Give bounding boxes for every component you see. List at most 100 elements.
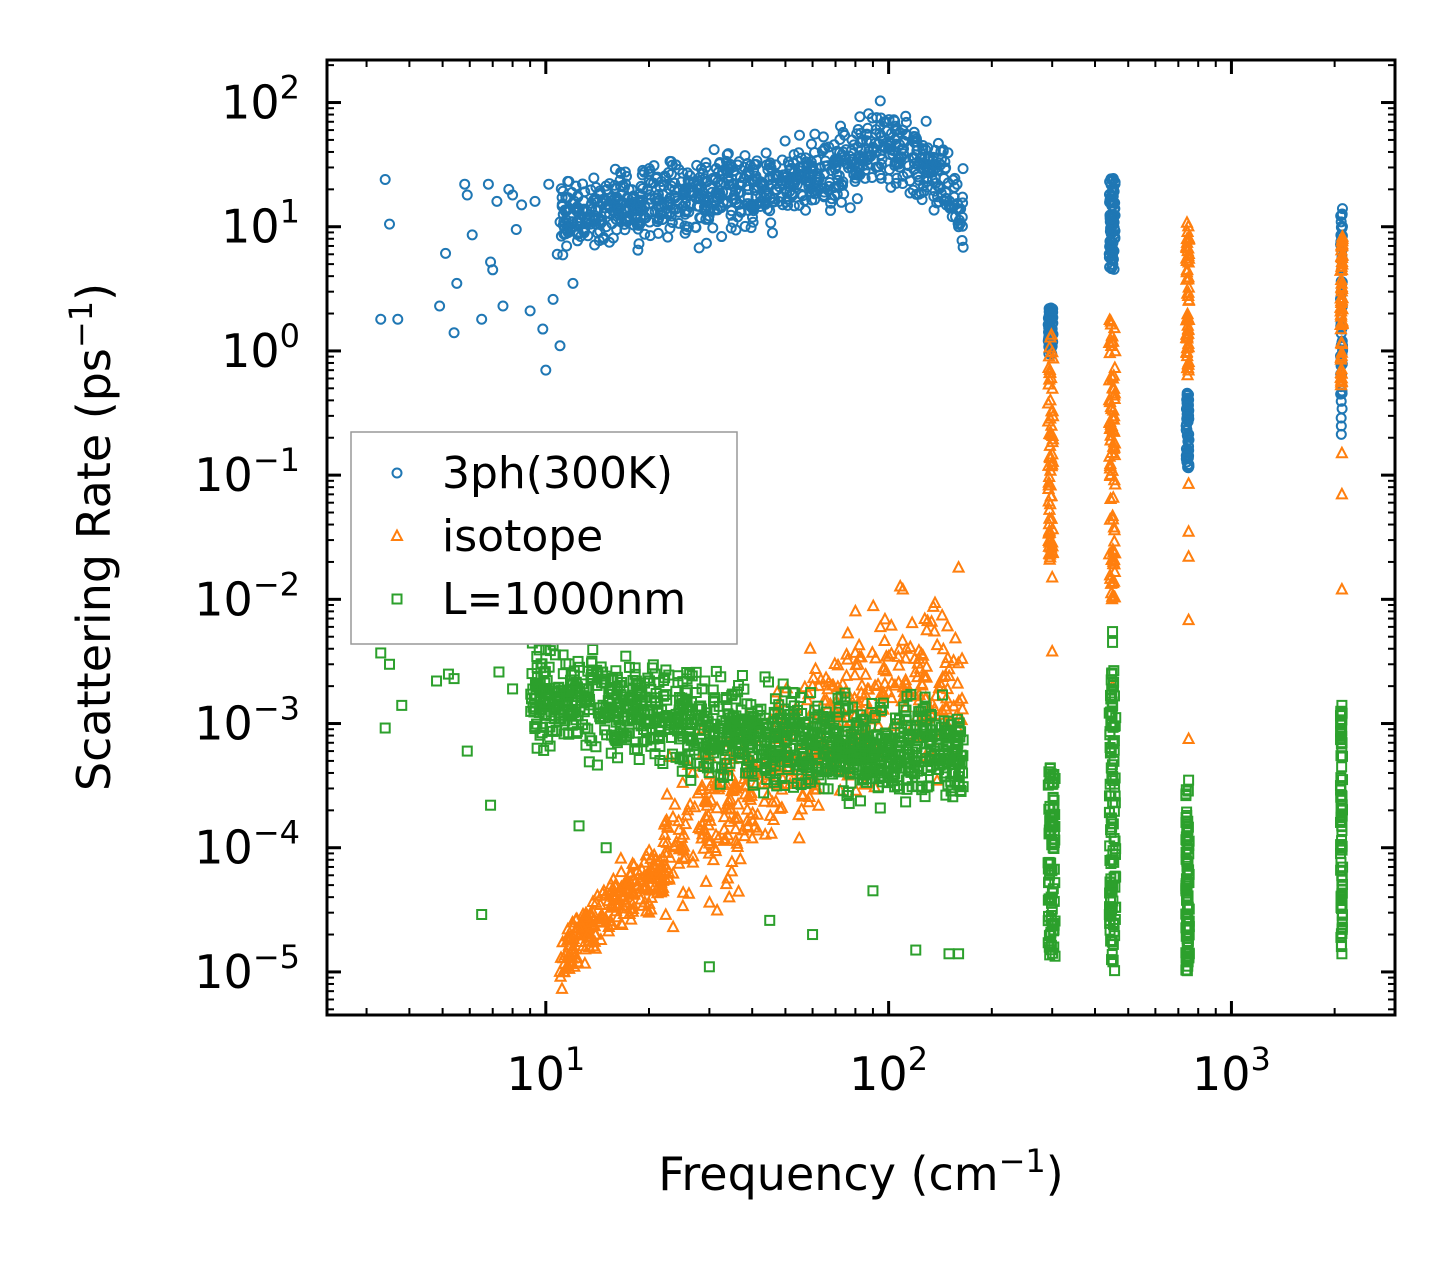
series-2-marker xyxy=(775,800,789,813)
series-2-marker xyxy=(1335,229,1350,242)
series-3-marker xyxy=(583,683,595,695)
series-3-marker xyxy=(900,710,912,722)
series-3-marker xyxy=(476,908,488,920)
series-2-marker xyxy=(704,792,718,806)
series-3-marker xyxy=(681,701,693,713)
series-1-marker xyxy=(746,211,758,223)
series-3-marker xyxy=(547,725,559,737)
series-2-marker xyxy=(912,687,926,700)
series-1-marker xyxy=(765,217,777,229)
series-3-marker xyxy=(859,740,871,752)
series-3-marker xyxy=(605,685,617,697)
series-2-marker xyxy=(920,622,934,636)
series-2-marker xyxy=(695,830,709,844)
series-2-marker xyxy=(903,639,917,653)
series-1-marker xyxy=(633,238,645,250)
series-1-marker xyxy=(451,277,463,289)
series-2-marker xyxy=(639,878,653,892)
series-2-marker xyxy=(581,927,595,940)
series-3-marker xyxy=(710,665,722,677)
series-1-marker xyxy=(890,157,902,169)
series-3-marker xyxy=(540,643,552,655)
series-1-marker xyxy=(567,277,579,289)
series-3-marker xyxy=(562,705,574,717)
series-1-marker xyxy=(883,114,895,126)
series-2-marker xyxy=(585,917,600,930)
series-1-marker xyxy=(662,231,674,243)
series-3-marker xyxy=(485,799,497,811)
series-3-marker xyxy=(594,711,606,723)
series-3-marker xyxy=(1335,772,1347,784)
series-3-marker xyxy=(1107,919,1119,931)
series-3-marker xyxy=(570,676,582,688)
series-1-marker xyxy=(434,300,446,312)
series-2-marker xyxy=(598,888,612,901)
series-3-marker xyxy=(779,686,791,698)
series-3-marker xyxy=(877,697,889,709)
series-3-marker xyxy=(796,707,808,719)
series-3-marker xyxy=(946,768,958,780)
series-3-marker xyxy=(953,778,965,790)
series-1-marker xyxy=(880,116,892,128)
series-3-marker xyxy=(1106,773,1118,785)
series-2-marker xyxy=(891,674,906,688)
series-2-marker xyxy=(764,826,779,839)
series-3-marker xyxy=(632,718,644,730)
series-2-marker xyxy=(792,830,806,844)
series-1-marker xyxy=(672,182,684,194)
series-2-marker xyxy=(877,659,891,673)
series-3-marker xyxy=(685,774,697,786)
series-1-marker xyxy=(834,133,846,145)
series-3-marker xyxy=(936,689,948,701)
series-2-marker xyxy=(1044,488,1058,502)
series-3-marker xyxy=(874,802,886,814)
series-1-marker xyxy=(690,221,702,233)
series-2-marker xyxy=(1334,348,1349,361)
series-2-marker xyxy=(1108,385,1122,399)
series-3-marker xyxy=(931,772,943,784)
series-1-markers xyxy=(375,95,1349,474)
series-3-marker xyxy=(1109,835,1121,847)
series-1-marker xyxy=(732,159,744,171)
series-1-marker xyxy=(739,150,751,162)
series-3-marker xyxy=(531,742,543,754)
series-2-marker xyxy=(1106,490,1120,503)
series-3-marker xyxy=(875,770,887,782)
series-1-marker xyxy=(928,191,940,203)
series-2-marker xyxy=(1335,581,1349,595)
series-2-marker xyxy=(1181,612,1196,626)
series-3-marker xyxy=(384,658,396,670)
series-2-marker xyxy=(661,864,676,877)
series-3-marker xyxy=(623,727,635,739)
series-1-marker xyxy=(622,193,634,205)
series-3-marker xyxy=(379,722,391,734)
x-tick-label: 101 xyxy=(506,1040,585,1101)
series-2-marker xyxy=(1335,445,1349,459)
series-3-marker xyxy=(859,724,871,736)
series-3-marker xyxy=(660,664,672,676)
series-1-marker xyxy=(572,206,584,218)
series-2-marker xyxy=(803,641,817,654)
series-2-marker xyxy=(854,649,868,663)
series-2-marker xyxy=(1106,370,1120,384)
series-2-marker xyxy=(1103,460,1117,474)
series-2-marker xyxy=(737,828,752,842)
series-1-marker xyxy=(632,223,644,235)
series-2-marker xyxy=(873,619,888,633)
series-3-marker xyxy=(684,732,696,744)
series-2-marker xyxy=(1107,424,1121,437)
series-3-marker xyxy=(563,727,575,739)
series-2-marker xyxy=(624,865,638,878)
series-3-marker xyxy=(1049,950,1061,962)
series-2-marker xyxy=(1108,564,1122,578)
series-1-marker xyxy=(543,178,555,190)
series-3-marker xyxy=(654,754,666,766)
series-2-marker xyxy=(941,650,955,664)
series-1-marker xyxy=(803,169,815,181)
series-2-marker xyxy=(614,864,628,878)
series-3-marker xyxy=(703,961,715,973)
series-2-marker xyxy=(625,886,640,900)
series-1-marker xyxy=(806,194,818,206)
series-1-marker xyxy=(666,217,678,229)
